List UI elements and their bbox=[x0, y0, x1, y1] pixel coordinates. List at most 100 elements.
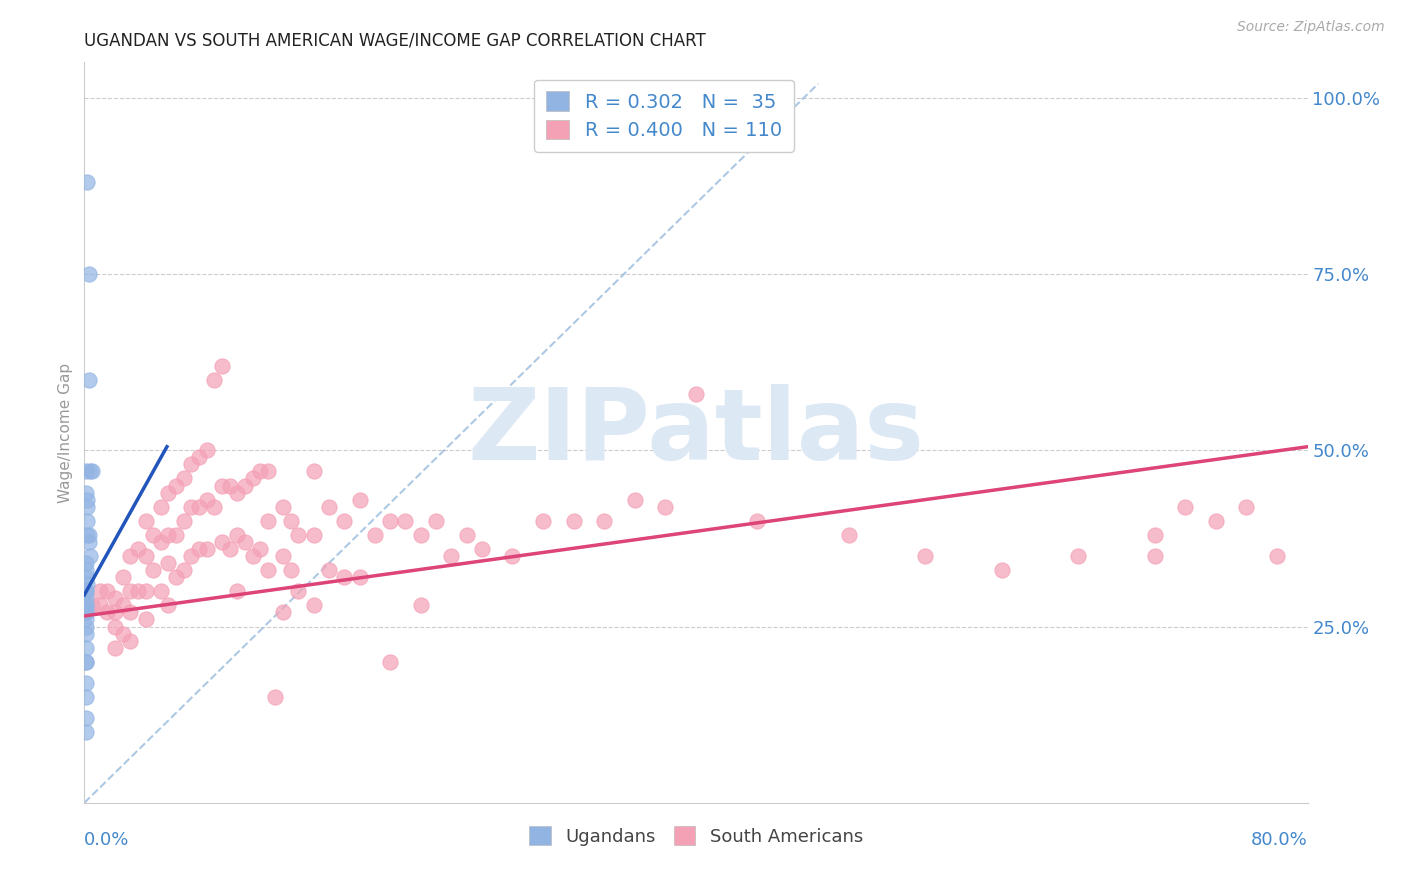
Point bbox=[264, 690, 287, 704]
Legend: Ugandans, South Americans: Ugandans, South Americans bbox=[522, 819, 870, 853]
Point bbox=[135, 549, 157, 563]
Point bbox=[685, 387, 707, 401]
Point bbox=[624, 492, 647, 507]
Point bbox=[280, 563, 302, 577]
Point bbox=[75, 626, 97, 640]
Point bbox=[302, 464, 325, 478]
Point bbox=[202, 500, 225, 514]
Point bbox=[75, 599, 97, 613]
Point bbox=[111, 599, 134, 613]
Point bbox=[76, 175, 98, 189]
Point bbox=[1205, 514, 1227, 528]
Point bbox=[364, 528, 387, 542]
Point bbox=[75, 464, 97, 478]
Point bbox=[226, 528, 249, 542]
Point bbox=[89, 599, 111, 613]
Point bbox=[120, 606, 142, 620]
Point bbox=[242, 471, 264, 485]
Text: 0.0%: 0.0% bbox=[84, 831, 129, 849]
Point bbox=[302, 599, 325, 613]
Point bbox=[75, 591, 97, 606]
Point bbox=[127, 584, 149, 599]
Point bbox=[914, 549, 936, 563]
Text: ZIPatlas: ZIPatlas bbox=[468, 384, 924, 481]
Point bbox=[380, 514, 402, 528]
Point bbox=[76, 514, 98, 528]
Point bbox=[991, 563, 1014, 577]
Point bbox=[257, 514, 280, 528]
Point bbox=[96, 584, 118, 599]
Y-axis label: Wage/Income Gap: Wage/Income Gap bbox=[58, 362, 73, 503]
Point bbox=[96, 606, 118, 620]
Text: UGANDAN VS SOUTH AMERICAN WAGE/INCOME GAP CORRELATION CHART: UGANDAN VS SOUTH AMERICAN WAGE/INCOME GA… bbox=[84, 32, 706, 50]
Point bbox=[104, 640, 127, 655]
Point bbox=[75, 606, 97, 620]
Point bbox=[257, 563, 280, 577]
Point bbox=[233, 535, 256, 549]
Point bbox=[1143, 528, 1166, 542]
Point bbox=[76, 500, 98, 514]
Point bbox=[440, 549, 463, 563]
Point bbox=[76, 577, 98, 591]
Point bbox=[1265, 549, 1288, 563]
Point bbox=[318, 500, 340, 514]
Point bbox=[425, 514, 447, 528]
Point bbox=[79, 549, 101, 563]
Point bbox=[75, 711, 97, 725]
Point bbox=[1143, 549, 1166, 563]
Point bbox=[135, 514, 157, 528]
Point bbox=[471, 541, 494, 556]
Point bbox=[838, 528, 860, 542]
Point bbox=[76, 492, 98, 507]
Point bbox=[211, 478, 233, 492]
Point bbox=[80, 464, 103, 478]
Point bbox=[318, 563, 340, 577]
Point bbox=[75, 655, 97, 669]
Point bbox=[173, 471, 195, 485]
Point bbox=[195, 443, 218, 458]
Point bbox=[747, 514, 769, 528]
Point bbox=[562, 514, 585, 528]
Point bbox=[211, 359, 233, 373]
Point bbox=[127, 541, 149, 556]
Point bbox=[271, 500, 294, 514]
Point bbox=[249, 464, 271, 478]
Point bbox=[456, 528, 478, 542]
Point bbox=[79, 464, 101, 478]
Point bbox=[202, 373, 225, 387]
Point bbox=[531, 514, 554, 528]
Point bbox=[157, 528, 180, 542]
Point bbox=[75, 584, 97, 599]
Point bbox=[349, 492, 371, 507]
Point bbox=[165, 478, 187, 492]
Point bbox=[593, 514, 616, 528]
Point bbox=[75, 612, 97, 626]
Point bbox=[394, 514, 416, 528]
Point bbox=[211, 535, 233, 549]
Point bbox=[409, 528, 432, 542]
Point bbox=[75, 556, 97, 570]
Point bbox=[302, 528, 325, 542]
Point bbox=[188, 541, 211, 556]
Point bbox=[226, 584, 249, 599]
Text: Source: ZipAtlas.com: Source: ZipAtlas.com bbox=[1237, 20, 1385, 34]
Point bbox=[77, 535, 100, 549]
Point bbox=[75, 570, 97, 584]
Point bbox=[104, 606, 127, 620]
Point bbox=[135, 612, 157, 626]
Point bbox=[89, 584, 111, 599]
Point bbox=[135, 584, 157, 599]
Point bbox=[120, 549, 142, 563]
Point bbox=[157, 556, 180, 570]
Point bbox=[120, 633, 142, 648]
Point bbox=[249, 541, 271, 556]
Point bbox=[233, 478, 256, 492]
Point bbox=[409, 599, 432, 613]
Point bbox=[180, 458, 202, 472]
Point bbox=[75, 606, 97, 620]
Point bbox=[149, 584, 172, 599]
Point bbox=[75, 655, 97, 669]
Point bbox=[173, 563, 195, 577]
Point bbox=[280, 514, 302, 528]
Point bbox=[157, 599, 180, 613]
